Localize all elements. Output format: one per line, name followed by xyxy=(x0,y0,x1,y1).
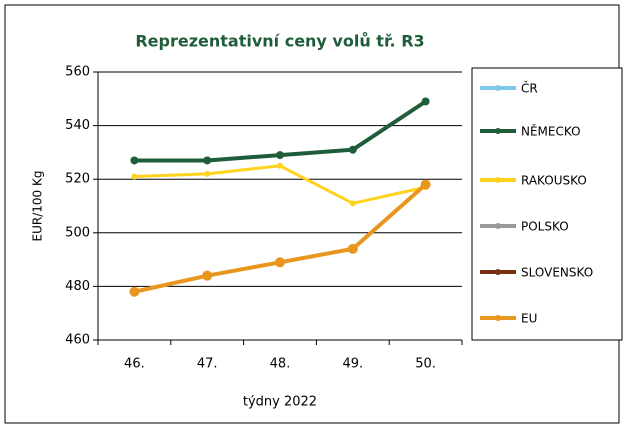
legend-marker xyxy=(495,269,501,275)
x-tick-label: 48. xyxy=(270,357,291,372)
x-tick-label: 46. xyxy=(124,357,145,372)
data-point xyxy=(202,270,213,281)
legend-label: POLSKO xyxy=(521,220,569,234)
data-point xyxy=(347,243,358,254)
legend-marker xyxy=(495,85,501,91)
chart-title: Reprezentativní ceny volů tř. R3 xyxy=(135,32,424,51)
data-point xyxy=(204,170,211,177)
y-tick-label: 560 xyxy=(65,65,90,80)
data-point xyxy=(276,151,284,160)
legend-marker xyxy=(495,315,501,321)
legend-marker xyxy=(495,128,501,134)
data-point xyxy=(130,156,139,165)
x-tick-label: 47. xyxy=(197,357,218,372)
x-tick-label: 50. xyxy=(415,357,436,372)
data-point xyxy=(277,162,283,169)
data-point xyxy=(348,145,357,154)
y-tick-label: 540 xyxy=(65,118,90,133)
x-tick-label: 49. xyxy=(342,357,363,372)
legend-label: SLOVENSKO xyxy=(521,266,593,280)
data-point xyxy=(275,257,285,268)
data-point xyxy=(129,286,140,297)
data-point xyxy=(420,179,431,190)
y-tick-label: 500 xyxy=(65,225,90,240)
legend-label: RAKOUSKO xyxy=(521,174,587,188)
y-tick-label: 460 xyxy=(65,333,90,348)
y-tick-label: 520 xyxy=(65,172,90,187)
data-point xyxy=(131,173,138,180)
y-tick-label: 480 xyxy=(65,279,90,294)
legend-label: NĚMECKO xyxy=(521,124,581,139)
legend-marker xyxy=(495,223,501,229)
x-axis-label: týdny 2022 xyxy=(243,395,317,410)
data-point xyxy=(421,97,430,106)
legend-marker xyxy=(495,177,501,183)
data-point xyxy=(349,200,356,207)
legend-label: ČR xyxy=(521,81,538,96)
data-point xyxy=(203,156,212,165)
legend-box xyxy=(471,67,623,341)
y-axis-label: EUR/100 Kg xyxy=(31,171,45,242)
legend-label: EU xyxy=(521,312,537,326)
